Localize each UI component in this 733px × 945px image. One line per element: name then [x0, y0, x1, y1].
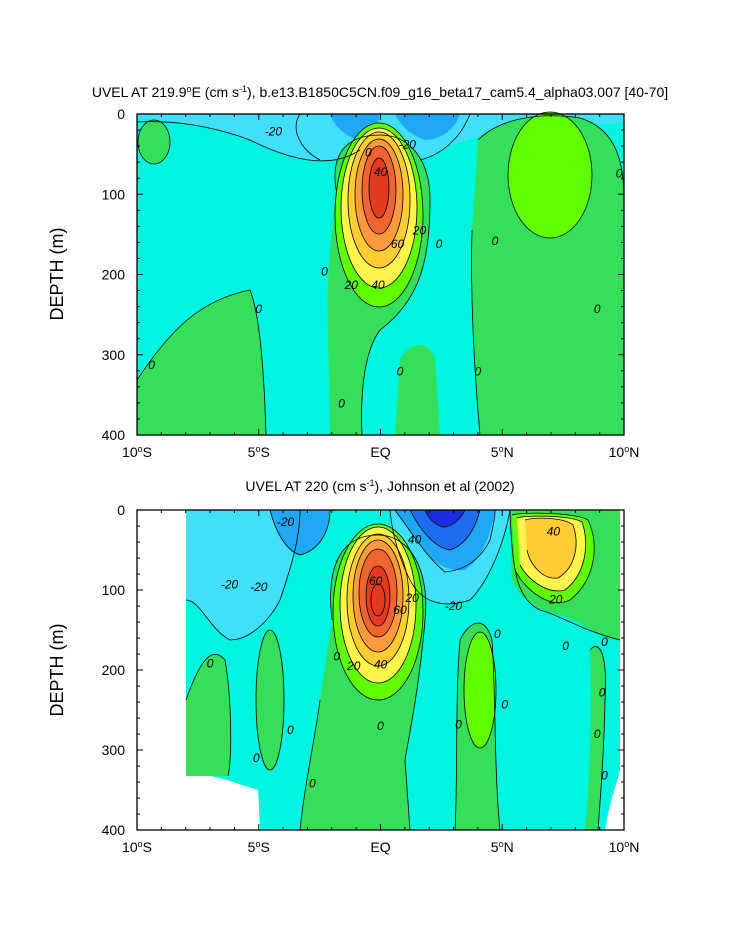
contour-label: 0	[253, 751, 260, 765]
contour-label: -20	[265, 125, 283, 139]
contour-label: 0	[601, 769, 608, 783]
x-tick-label: EQ	[370, 444, 390, 460]
contour-label: 0	[321, 264, 328, 278]
contour-label: -20	[399, 137, 417, 151]
contour-label: 0	[397, 365, 404, 379]
contour-label: 0	[338, 397, 345, 411]
y-tick-label: 0	[117, 502, 125, 518]
x-tick-label: 5oN	[491, 444, 514, 460]
contour-label: 60	[391, 237, 405, 251]
contour-label: 40	[547, 525, 561, 539]
contour-label: -20	[277, 515, 295, 529]
panel-2-contour-fills	[137, 510, 620, 830]
y-tick-label: 400	[102, 822, 126, 838]
contour-label: 60	[393, 603, 407, 617]
panel-1-contour-fills	[137, 112, 624, 435]
x-tick-label: 10oS	[122, 839, 152, 855]
contour-label: 0	[501, 697, 508, 711]
contour-label: 20	[344, 278, 359, 292]
contour-label: -20	[445, 599, 463, 613]
panel-1-title: UVEL AT 219.9oE (cm s-1), b.e13.B1850C5C…	[92, 84, 668, 100]
contour-label: 40	[408, 533, 422, 547]
contour-label: 0	[594, 727, 601, 741]
panel-observations: UVEL AT 220 (cm s-1), Johnson et al (200…	[47, 478, 639, 855]
x-tick-label: 5oN	[491, 839, 514, 855]
y-tick-label: 300	[102, 742, 126, 758]
y-tick-label: 200	[102, 267, 126, 283]
x-tick-label: 10oN	[609, 839, 640, 855]
y-tick-label: 0	[117, 106, 125, 122]
x-tick-label: 5oS	[248, 839, 270, 855]
y-tick-label: 100	[102, 186, 126, 202]
contour-label: 0	[601, 635, 608, 649]
contour-label: 20	[404, 591, 419, 605]
contour-label: 20	[548, 593, 563, 607]
contour-label: 60	[369, 574, 383, 588]
panel-2-y-axis-label: DEPTH (m)	[47, 624, 67, 717]
panel-model: UVEL AT 219.9oE (cm s-1), b.e13.B1850C5C…	[47, 84, 668, 460]
contour-label: -20	[221, 577, 239, 591]
panel-2-title: UVEL AT 220 (cm s-1), Johnson et al (200…	[245, 478, 514, 494]
contour-label: 0	[365, 146, 372, 160]
contour-label: 0	[562, 639, 569, 653]
contour-label: 0	[148, 358, 155, 372]
x-tick-label: EQ	[370, 839, 390, 855]
contour-label: 0	[287, 723, 294, 737]
contour-label: 0	[494, 627, 501, 641]
contour-label: 0	[616, 166, 623, 180]
contour-label: 20	[346, 659, 361, 673]
contour-label: 20	[412, 223, 427, 237]
contour-label: 0	[436, 237, 443, 251]
panel-1-y-axis-label: DEPTH (m)	[47, 228, 67, 321]
contour-label: 40	[374, 657, 388, 671]
contour-label: 0	[492, 234, 499, 248]
x-tick-label: 10oN	[609, 444, 640, 460]
contour-label: 0	[309, 777, 316, 791]
panel-2-contour-lines	[185, 509, 621, 831]
contour-label: 0	[599, 685, 606, 699]
contour-label: 0	[455, 717, 462, 731]
x-tick-label: 5oS	[248, 444, 270, 460]
contour-label: 0	[255, 302, 262, 316]
x-tick-label: 10oS	[122, 444, 152, 460]
contour-label: 0	[207, 657, 214, 671]
contour-label: 0	[475, 365, 482, 379]
y-tick-label: 200	[102, 662, 126, 678]
y-tick-label: 100	[102, 582, 126, 598]
contour-label: 0	[594, 302, 601, 316]
y-tick-label: 400	[102, 427, 126, 443]
contour-label: 40	[371, 278, 385, 292]
panel-1-contour-lines	[136, 111, 625, 436]
contour-label: -20	[250, 580, 268, 594]
contour-label: 0	[377, 719, 384, 733]
contour-label: 40	[374, 165, 388, 179]
contour-label: 0	[333, 649, 340, 663]
y-tick-label: 300	[102, 347, 126, 363]
